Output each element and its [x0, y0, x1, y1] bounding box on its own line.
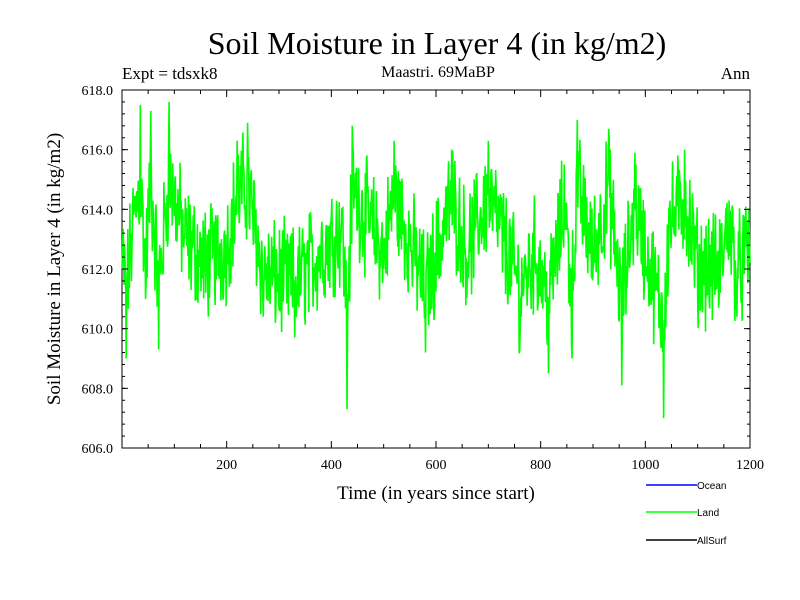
- legend: Ocean Land AllSurf: [646, 481, 727, 547]
- x-axis: 200 400 600 800 1000 1200: [147, 90, 764, 473]
- y-axis-title: Soil Moisture in Layer 4 (in kg/m2): [44, 133, 65, 405]
- legend-allsurf-label: AllSurf: [697, 536, 727, 547]
- season-label: Ann: [721, 64, 751, 83]
- y-axis: 606.0 608.0 610.0 612.0 614.0 616.0 618.0: [82, 84, 750, 457]
- series-layer: [121, 101, 751, 419]
- experiment-label: Expt = tdsxk8: [122, 64, 218, 83]
- chart-title: Soil Moisture in Layer 4 (in kg/m2): [208, 25, 667, 61]
- y-tick-label: 614.0: [82, 203, 114, 218]
- y-tick-label: 610.0: [82, 323, 114, 338]
- y-tick-label: 618.0: [82, 84, 114, 99]
- x-axis-title: Time (in years since start): [337, 483, 535, 504]
- x-tick-label: 200: [216, 458, 237, 473]
- x-tick-label: 800: [530, 458, 551, 473]
- y-tick-label: 608.0: [82, 382, 114, 397]
- x-tick-label: 1000: [631, 458, 659, 473]
- y-tick-label: 612.0: [82, 263, 114, 278]
- land-series-line: [121, 101, 751, 419]
- x-tick-label: 600: [426, 458, 447, 473]
- x-tick-label: 400: [321, 458, 342, 473]
- x-tick-label: 1200: [736, 458, 764, 473]
- legend-ocean-label: Ocean: [697, 481, 726, 492]
- legend-land-label: Land: [697, 508, 719, 519]
- y-tick-label: 606.0: [82, 442, 114, 457]
- y-tick-label: 616.0: [82, 144, 114, 159]
- period-label: Maastri. 69MaBP: [381, 64, 495, 81]
